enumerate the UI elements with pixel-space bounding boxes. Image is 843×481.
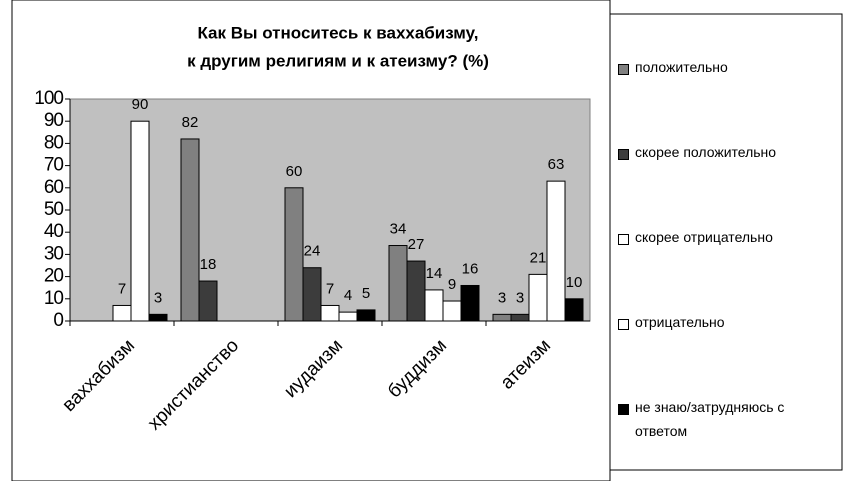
plot-area: [69, 98, 591, 322]
y-tick-label: 50: [44, 199, 64, 220]
value-label: 34: [390, 220, 407, 237]
legend-item: не знаю/затрудняюсь с ответом: [612, 399, 837, 443]
bar: [356, 309, 376, 322]
bar: [130, 120, 150, 322]
y-tick-label: 30: [44, 243, 64, 264]
legend-item: скорее отрицательно: [612, 229, 837, 249]
value-label: 3: [154, 289, 162, 306]
legend-item: скорее положительно: [612, 144, 837, 164]
y-tick-label: 10: [44, 288, 64, 309]
bar: [424, 289, 444, 322]
legend-swatch: [618, 319, 629, 330]
value-label: 4: [344, 287, 352, 304]
value-label: 27: [408, 236, 425, 253]
value-label: 90: [132, 96, 149, 113]
bar: [492, 313, 512, 322]
value-label: 60: [286, 163, 303, 180]
value-label: 3: [498, 289, 506, 306]
value-label: 5: [362, 285, 370, 302]
value-label: 21: [530, 249, 547, 266]
legend-label: скорее отрицательно: [635, 229, 773, 245]
bar: [338, 311, 358, 322]
bar: [406, 260, 426, 322]
value-label: 16: [462, 260, 479, 277]
bar: [302, 267, 322, 322]
y-tick-label: 100: [34, 88, 63, 109]
bar: [180, 138, 200, 322]
legend-label: не знаю/затрудняюсь с ответом: [635, 399, 785, 439]
legend-item: положительно: [612, 59, 837, 79]
legend-swatch: [618, 149, 629, 160]
value-label: 9: [448, 276, 456, 293]
chart-title: Как Вы относитесь к ваххабизму,: [197, 23, 478, 42]
bar: [546, 180, 566, 322]
value-label: 18: [200, 256, 217, 273]
chart-title: к другим религиям и к атеизму? (%): [187, 51, 489, 70]
legend-swatch: [618, 64, 629, 75]
legend-item: отрицательно: [612, 314, 837, 334]
value-label: 7: [326, 280, 334, 297]
value-label: 7: [118, 280, 126, 297]
legend-label: положительно: [635, 59, 728, 75]
value-label: 24: [304, 243, 321, 260]
legend-box: [609, 13, 843, 471]
y-tick-label: 70: [44, 155, 64, 176]
legend-swatch: [618, 234, 629, 245]
y-tick-label: 80: [44, 132, 64, 153]
y-tick-label: 20: [44, 266, 64, 287]
bar: [528, 273, 548, 322]
bar: [564, 298, 584, 322]
bar: [320, 304, 340, 322]
legend-label: отрицательно: [635, 314, 725, 330]
bar: [460, 284, 480, 322]
value-label: 3: [516, 289, 524, 306]
bar: [148, 313, 168, 322]
bar: [442, 300, 462, 322]
y-tick-label: 90: [44, 110, 64, 131]
bar: [112, 304, 132, 322]
value-label: 63: [548, 156, 565, 173]
bar: [198, 280, 218, 322]
legend-label: скорее положительно: [635, 144, 777, 160]
value-label: 10: [566, 274, 583, 291]
bar: [284, 187, 304, 322]
bar: [388, 245, 408, 322]
legend-swatch: [618, 404, 629, 415]
bar: [510, 313, 530, 322]
y-tick-label: 40: [44, 221, 64, 242]
value-label: 14: [426, 265, 443, 282]
y-tick-label: 0: [53, 310, 63, 331]
y-tick-label: 60: [44, 177, 64, 198]
value-label: 82: [182, 114, 199, 131]
